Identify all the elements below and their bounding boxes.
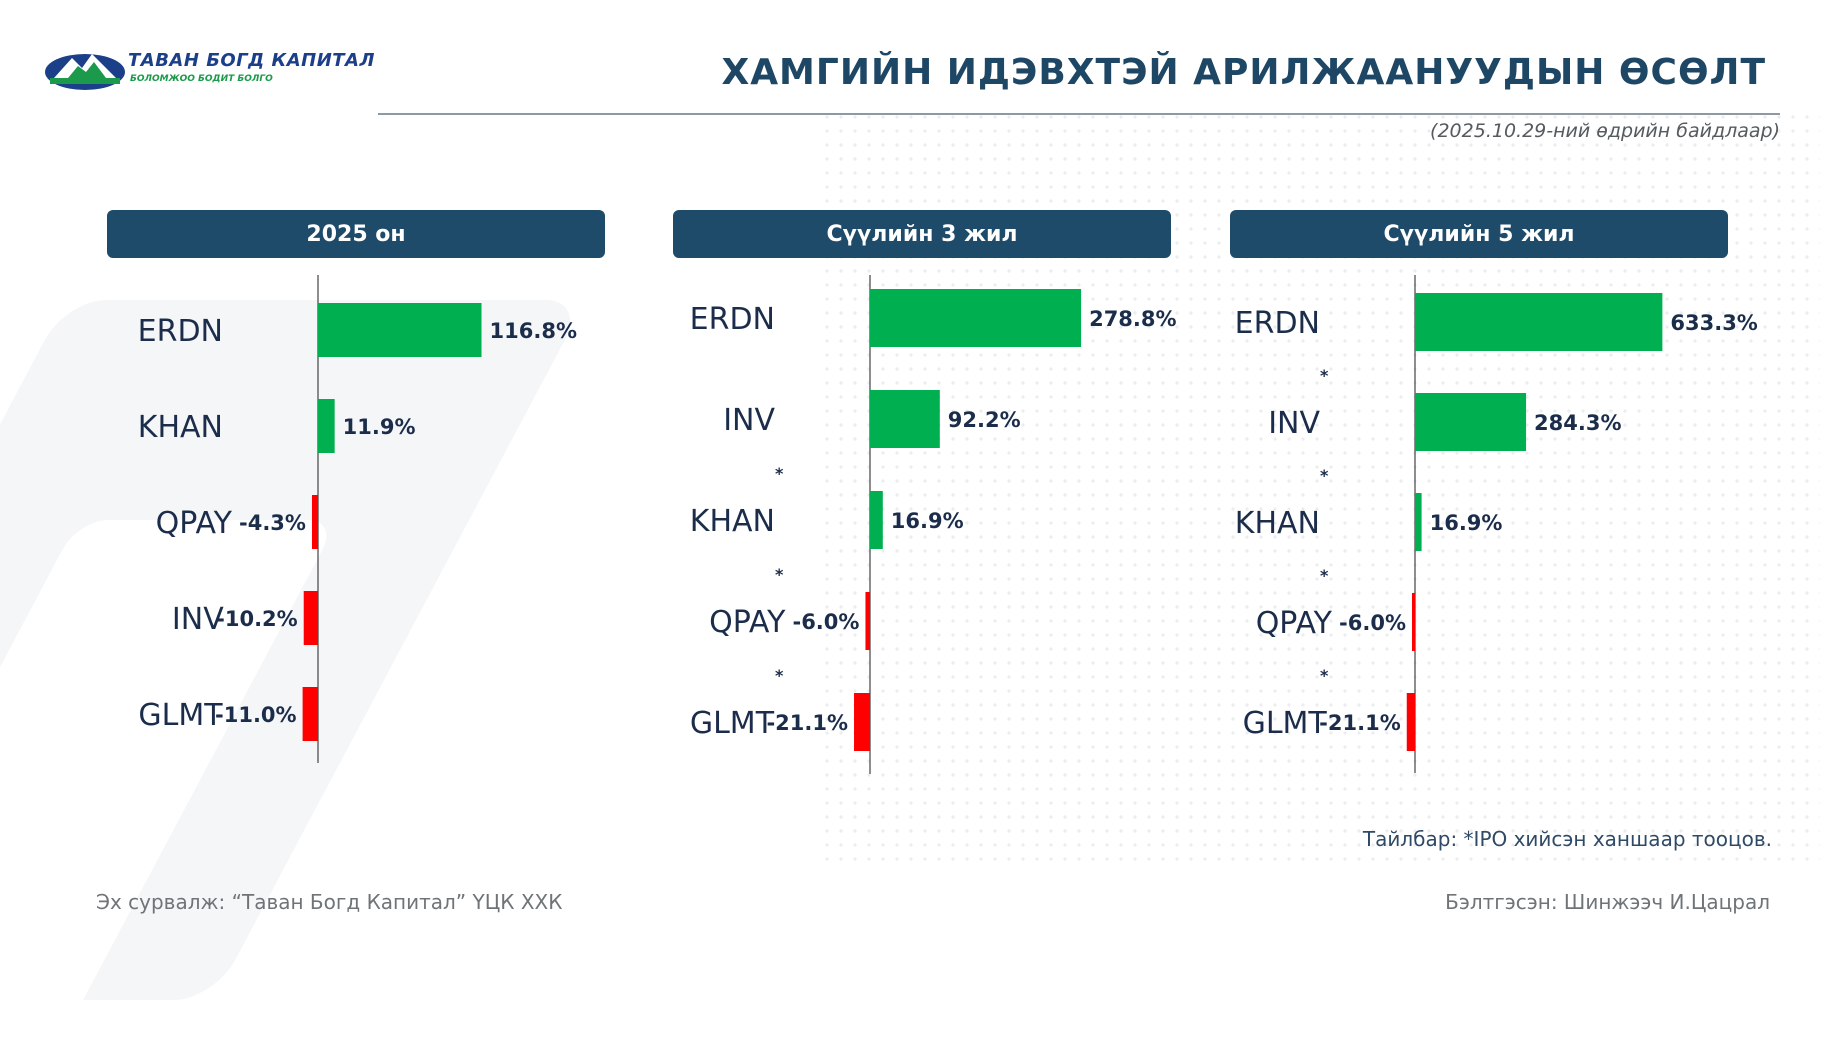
- category-label: GLMT: [690, 706, 775, 741]
- value-label: -4.3%: [239, 511, 306, 535]
- category-label: INV: [723, 403, 775, 438]
- ipo-asterisk: *: [1320, 566, 1329, 585]
- mountain-logo-icon: [45, 54, 125, 90]
- category-label: ERDN: [1235, 306, 1320, 341]
- value-label: -10.2%: [216, 607, 298, 631]
- category-label: ERDN: [690, 302, 775, 337]
- logo-name: ТАВАН БОГД КАПИТАЛ: [128, 50, 375, 71]
- category-label: KHAN: [690, 504, 775, 539]
- prepared-by: Бэлтгэсэн: Шинжээч И.Цацрал: [1445, 890, 1770, 914]
- bar-khan: [870, 491, 883, 549]
- panel-header-3-years: Сүүлийн 3 жил: [673, 210, 1171, 258]
- value-label: -21.1%: [1319, 711, 1401, 735]
- panel-header-2025: 2025 он: [107, 210, 605, 258]
- bar-inv: [1415, 393, 1527, 451]
- bar-glmt: [854, 693, 870, 751]
- category-label: KHAN: [1235, 506, 1320, 541]
- chart-2025: ERDN 116.8% KHAN 11.9% QPAY -4.3% INV-10.2% GLM…: [138, 275, 577, 763]
- category-label: ERDN: [138, 314, 223, 349]
- page-title: ХАМГИЙН ИДЭВХТЭЙ АРИЛЖААНУУДЫН ӨСӨЛТ: [721, 52, 1766, 93]
- ipo-asterisk: *: [775, 565, 784, 584]
- value-label: -6.0%: [792, 610, 859, 634]
- bar-inv: [303, 591, 318, 645]
- date-note: (2025.10.29-ний өдрийн байдлаар): [1430, 120, 1780, 142]
- value-label: 278.8%: [1089, 307, 1176, 331]
- bar-qpay: [311, 495, 318, 549]
- value-label: -21.1%: [766, 711, 848, 735]
- value-label: 16.9%: [1430, 511, 1503, 535]
- category-label: INV: [1268, 406, 1320, 441]
- chart-5-years: ERDN 633.3% INV 284.3% * KHAN 16.9% * QPAY -6.0% *…: [1235, 275, 1758, 773]
- bar-glmt: [1406, 693, 1415, 751]
- value-label: 92.2%: [948, 408, 1021, 432]
- bar-qpay: [865, 592, 870, 650]
- bar-erdn: [1415, 293, 1663, 351]
- category-label: GLMT: [1243, 706, 1328, 741]
- value-label: -6.0%: [1339, 611, 1406, 635]
- chart-3-years: ERDN 278.8% INV 92.2% KHAN 16.9% * QPAY -6.0% * GL…: [690, 275, 1177, 774]
- logo-slogan: БОЛОМЖОО БОДИТ БОЛГО: [130, 74, 273, 84]
- category-label: KHAN: [138, 410, 223, 445]
- bar-khan: [318, 399, 335, 453]
- panel-header-5-years: Сүүлийн 5 жил: [1230, 210, 1728, 258]
- bar-erdn: [870, 289, 1082, 347]
- bar-qpay: [1412, 593, 1415, 651]
- value-label: -11.0%: [215, 703, 297, 727]
- category-label: QPAY: [709, 605, 786, 640]
- title-divider: [378, 113, 1780, 115]
- company-logo: ТАВАН БОГД КАПИТАЛ БОЛОМЖОО БОДИТ БОЛГО: [44, 46, 374, 92]
- category-label: GLMT: [138, 698, 223, 733]
- bar-erdn: [318, 303, 482, 357]
- ipo-asterisk: *: [1320, 366, 1329, 385]
- ipo-footnote: Тайлбар: *IPO хийсэн ханшаар тооцов.: [1362, 827, 1772, 851]
- value-label: 633.3%: [1670, 311, 1757, 335]
- bar-glmt: [302, 687, 318, 741]
- bar-khan: [1415, 493, 1422, 551]
- value-label: 284.3%: [1534, 411, 1621, 435]
- category-label: INV: [172, 602, 224, 637]
- source-note: Эх сурвалж: “Таван Богд Капитал” ҮЦК ХХК: [96, 890, 563, 914]
- category-label: QPAY: [1256, 606, 1333, 641]
- bar-inv: [870, 390, 940, 448]
- value-label: 116.8%: [490, 319, 577, 343]
- category-label: QPAY: [156, 506, 233, 541]
- value-label: 16.9%: [891, 509, 964, 533]
- ipo-asterisk: *: [1320, 666, 1329, 685]
- ipo-asterisk: *: [775, 666, 784, 685]
- ipo-asterisk: *: [1320, 466, 1329, 485]
- value-label: 11.9%: [343, 415, 416, 439]
- ipo-asterisk: *: [775, 464, 784, 483]
